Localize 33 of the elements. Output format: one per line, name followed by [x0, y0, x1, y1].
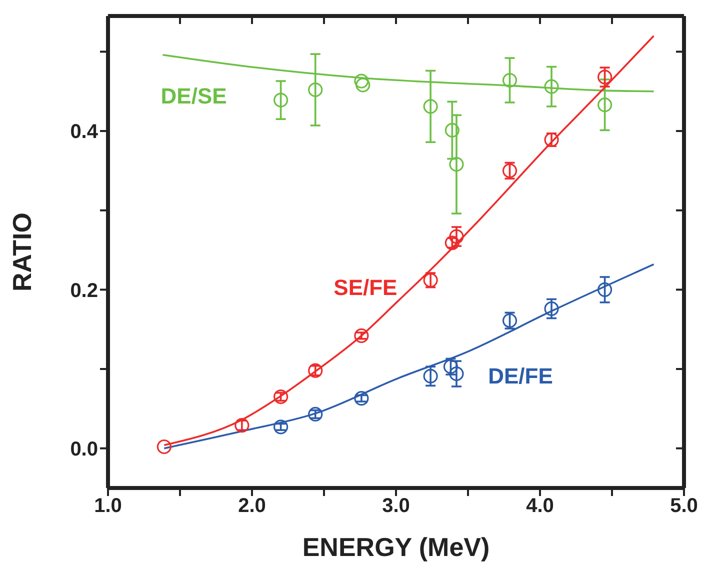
point — [598, 282, 612, 297]
point — [502, 72, 518, 88]
x-tick-label: 5.0 — [670, 495, 698, 518]
point — [598, 98, 612, 112]
x-axis-title: ENERGY (MeV) — [302, 532, 490, 562]
y-axis-title: RATIO — [7, 212, 38, 292]
point — [449, 157, 464, 172]
point — [449, 229, 464, 244]
text: DE/SE — [160, 84, 227, 109]
point — [423, 368, 438, 384]
point — [354, 74, 369, 88]
point — [156, 439, 172, 454]
x-tick-label: 2.0 — [238, 495, 266, 518]
point — [274, 92, 288, 108]
text: 1.0 — [94, 495, 122, 518]
series-label: DE/FE — [488, 363, 553, 388]
series-label: SE/FE — [334, 275, 398, 300]
point — [444, 122, 460, 138]
x-tick-label: 4.0 — [526, 495, 554, 518]
point — [544, 301, 559, 316]
point — [423, 99, 438, 114]
point — [598, 70, 612, 84]
x-tick-label: 3.0 — [382, 495, 410, 518]
point — [449, 366, 464, 382]
y-tick-label: 0.4 — [70, 121, 99, 144]
point — [354, 328, 369, 343]
point — [354, 391, 369, 406]
y-tick-label: 0.2 — [70, 280, 98, 302]
point — [308, 82, 323, 98]
y-tick-label: 0.0 — [70, 438, 98, 460]
point — [544, 79, 559, 94]
point — [274, 420, 288, 434]
point — [356, 78, 370, 92]
